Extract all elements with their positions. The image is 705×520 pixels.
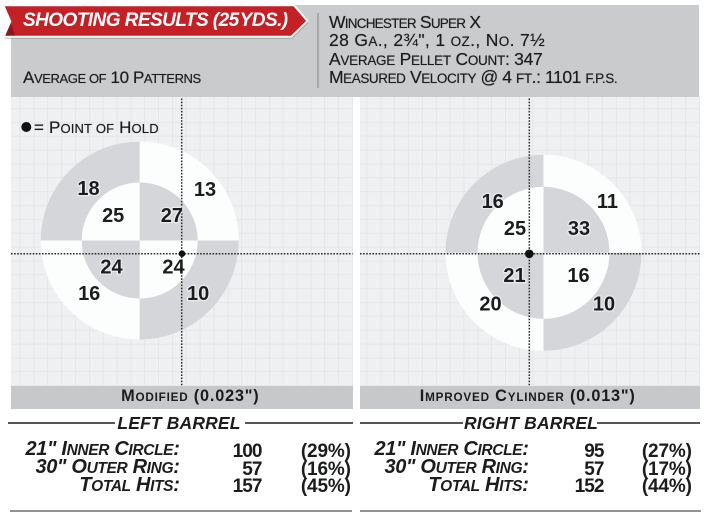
svg-text:24: 24 (162, 256, 185, 278)
svg-text:10: 10 (592, 293, 614, 315)
svg-text:21: 21 (503, 264, 525, 286)
svg-text:10: 10 (187, 283, 209, 305)
svg-text:16: 16 (78, 283, 100, 305)
svg-text:25: 25 (102, 204, 124, 226)
svg-text:27: 27 (161, 204, 183, 226)
svg-text:16: 16 (481, 191, 503, 213)
svg-text:25: 25 (503, 217, 525, 239)
svg-text:24: 24 (100, 256, 123, 278)
svg-text:18: 18 (77, 178, 99, 200)
svg-text:33: 33 (567, 217, 589, 239)
svg-text:13: 13 (194, 179, 216, 201)
svg-text:11: 11 (596, 191, 617, 213)
svg-text:16: 16 (567, 264, 589, 286)
svg-text:20: 20 (479, 293, 501, 315)
